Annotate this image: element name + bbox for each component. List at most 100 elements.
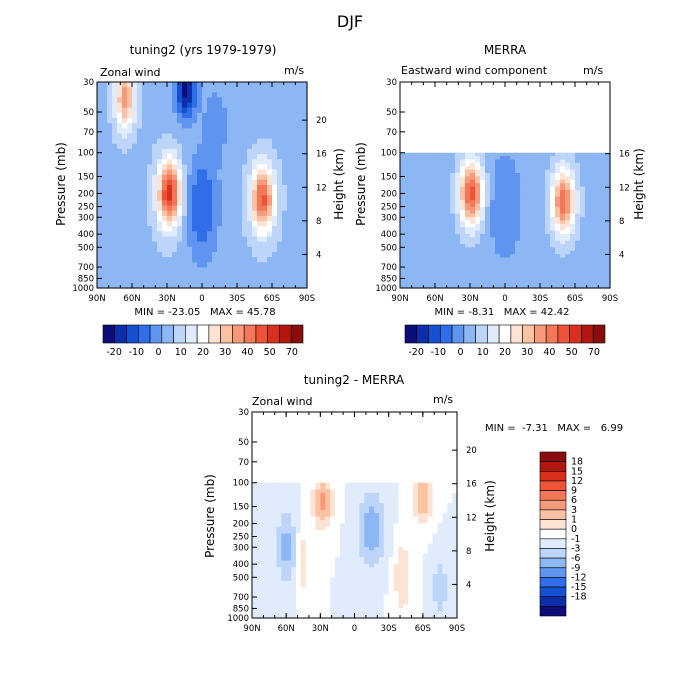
field-cell (545, 179, 551, 184)
field-cell (565, 223, 571, 228)
field-cell (364, 486, 370, 491)
field-cell (500, 183, 506, 188)
field-cell (192, 164, 198, 171)
field-cell (292, 282, 298, 289)
field-cell (490, 216, 496, 221)
field-cell (281, 584, 287, 589)
field-cell (187, 272, 193, 279)
field-cell (207, 138, 213, 145)
field-cell (595, 189, 601, 194)
field-cell (302, 133, 308, 140)
field-cell (405, 237, 411, 242)
field-cell (127, 143, 133, 150)
field-cell (257, 97, 263, 104)
field-cell (420, 152, 426, 157)
field-cell (127, 190, 133, 196)
field-cell (252, 251, 258, 258)
field-cell (267, 267, 273, 274)
field-cell (440, 281, 446, 286)
field-cell (157, 282, 163, 289)
field-cell (410, 186, 416, 191)
field-cell (430, 277, 436, 282)
field-cell (282, 195, 288, 202)
field-cell (388, 560, 395, 565)
field-cell (107, 246, 113, 253)
field-cell (291, 574, 297, 579)
field-cell (202, 82, 208, 88)
field-cell (315, 567, 321, 572)
field-cell (291, 546, 297, 551)
field-cell (605, 260, 611, 265)
field-cell (287, 262, 293, 268)
field-cell (222, 267, 228, 274)
field-cell (450, 247, 456, 252)
field-cell (212, 179, 218, 186)
field-cell (452, 553, 458, 558)
field-cell (286, 587, 292, 592)
field-cell (535, 159, 541, 164)
field-cell (605, 183, 611, 188)
field-cell (152, 236, 158, 243)
field-cell (297, 251, 303, 258)
field-cell (276, 492, 282, 497)
field-cell (172, 128, 178, 135)
field-cell (325, 543, 331, 548)
field-cell (430, 179, 436, 184)
field-cell (432, 486, 439, 491)
field-cell (257, 143, 263, 150)
field-cell (354, 550, 360, 555)
field-cell (480, 206, 486, 211)
field-cell (271, 482, 277, 487)
field-cell (435, 271, 441, 276)
field-cell (555, 169, 561, 174)
field-cell (369, 553, 375, 558)
field-cell (555, 156, 561, 161)
field-cell (282, 251, 288, 258)
field-cell (460, 173, 466, 177)
field-cell (292, 246, 298, 253)
field-cell (325, 563, 331, 568)
field-cell (297, 123, 303, 129)
field-cell (167, 154, 173, 160)
field-cell (291, 580, 297, 585)
field-cell (600, 179, 606, 184)
field-cell (403, 584, 409, 589)
field-cell (415, 166, 421, 171)
field-cell (207, 221, 213, 227)
field-cell (267, 277, 273, 284)
field-cell (227, 231, 233, 238)
field-cell (490, 203, 496, 208)
field-cell (490, 277, 496, 282)
field-cell (410, 173, 416, 177)
field-cell (167, 128, 173, 135)
field-cell (447, 587, 453, 592)
field-cell (388, 533, 395, 538)
field-cell (271, 540, 277, 545)
field-cell (530, 281, 536, 286)
field-cell (413, 523, 419, 528)
field-cell (445, 267, 451, 272)
field-cell (452, 543, 458, 548)
field-cell (410, 254, 416, 259)
field-cell (383, 516, 390, 521)
field-cell (267, 190, 273, 196)
field-cell (287, 179, 293, 186)
field-cell (267, 226, 273, 232)
field-cell (339, 587, 346, 592)
field-cell (470, 183, 476, 188)
field-cell (272, 133, 278, 140)
field-cell (212, 267, 218, 274)
field-cell (410, 271, 416, 276)
field-cell (242, 112, 248, 119)
field-cell (117, 257, 123, 263)
field-cell (560, 186, 566, 191)
field-cell (107, 272, 113, 279)
field-cell (595, 267, 601, 272)
field-cell (580, 206, 586, 211)
field-cell (475, 264, 481, 269)
field-cell (202, 87, 208, 93)
field-cell (344, 546, 351, 551)
field-cell (197, 236, 203, 243)
field-cell (187, 236, 193, 243)
field-cell (490, 176, 496, 181)
